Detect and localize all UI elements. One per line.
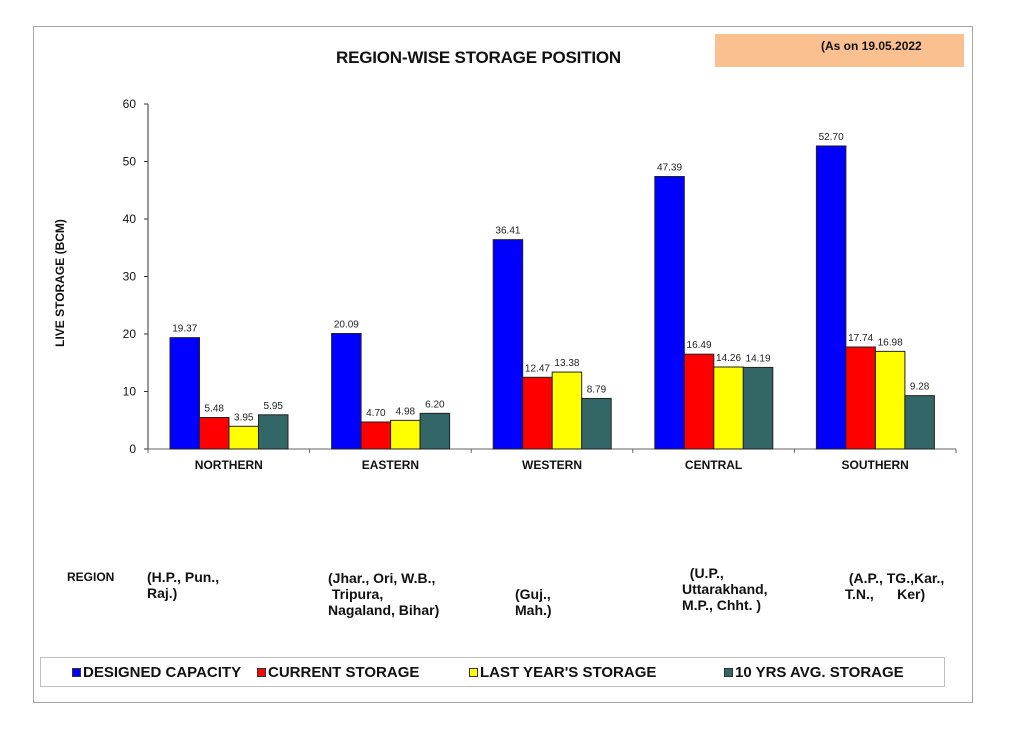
date-note-box: (As on 19.05.2022 [715,34,964,67]
bar [258,414,289,450]
legend-swatch-last-year [469,668,478,677]
legend-label-avg10: 10 YRS AVG. STORAGE [735,664,904,681]
bar [522,376,553,450]
data-label: 3.95 [234,412,254,423]
bar [742,366,774,450]
bar [874,350,906,450]
data-label: 13.38 [554,358,579,369]
bar [199,416,230,450]
bar [815,145,847,450]
y-tick-label: 50 [123,155,137,169]
y-tick-label: 10 [123,385,137,399]
data-label: 47.39 [657,163,682,174]
y-tick-label: 40 [123,212,137,226]
x-category-label: NORTHERN [195,458,263,472]
bar [551,371,583,450]
bar [169,337,200,450]
bar [331,332,362,450]
data-label: 36.41 [495,226,520,237]
region-desc-western: (Guj., Mah.) [515,586,552,618]
legend-item-designed: DESIGNED CAPACITY [72,664,241,681]
legend-item-last-year: LAST YEAR'S STORAGE [469,664,656,681]
y-tick-label: 60 [123,97,137,111]
bar [904,395,935,450]
data-label: 14.19 [746,353,771,364]
x-category-label: EASTERN [362,458,419,472]
region-label: REGION [67,570,115,584]
region-desc-northern: (H.P., Pun., Raj.) [147,569,220,601]
y-tick-label: 20 [123,327,137,341]
region-desc-central: (U.P., Uttarakhand, M.P., Chht. ) [682,565,768,613]
bar [228,425,259,450]
y-tick-label: 30 [123,270,137,284]
data-label: 17.74 [848,333,873,344]
chart-title: REGION-WISE STORAGE POSITION [336,48,622,67]
legend-swatch-designed [72,668,81,677]
legend-label-designed: DESIGNED CAPACITY [83,664,242,681]
x-category-label: SOUTHERN [842,458,909,472]
data-label: 14.26 [716,353,741,364]
data-label: 8.79 [587,384,607,395]
bar [492,239,524,450]
legend-swatch-avg10 [724,668,733,677]
x-category-label: CENTRAL [685,458,742,472]
x-category-label: WESTERN [522,458,582,472]
bar [845,346,876,450]
region-desc-eastern: (Jhar., Ori, W.B., Tripura, Nagaland, Bi… [328,570,440,618]
data-label: 52.70 [819,132,844,143]
data-label: 9.28 [910,382,930,393]
legend-label-last-year: LAST YEAR'S STORAGE [480,664,657,681]
region-desc-southern: (A.P., TG.,Kar., T.N., Ker) [845,570,945,602]
legend-label-current: CURRENT STORAGE [268,664,420,681]
data-label: 4.98 [396,406,416,417]
data-label: 4.70 [366,408,386,419]
bar [713,366,744,450]
bar [581,397,612,450]
legend-item-avg10: 10 YRS AVG. STORAGE [724,664,904,681]
y-tick-label: 0 [129,442,136,456]
data-label: 6.20 [425,399,445,410]
data-label: 16.49 [687,340,712,351]
data-label: 5.95 [264,401,284,412]
legend: DESIGNED CAPACITY CURRENT STORAGE LAST Y… [40,657,945,687]
legend-swatch-current [257,668,266,677]
date-note: (As on 19.05.2022 [821,39,922,53]
bar [360,421,392,450]
bar [390,419,421,450]
data-label: 19.37 [172,324,197,335]
legend-item-current: CURRENT STORAGE [257,664,419,681]
data-label: 12.47 [525,363,550,374]
data-label: 16.98 [878,337,903,348]
bar [654,176,685,450]
bar [419,412,451,450]
bar [683,353,715,450]
data-label: 5.48 [205,403,225,414]
data-label: 20.09 [334,319,359,330]
